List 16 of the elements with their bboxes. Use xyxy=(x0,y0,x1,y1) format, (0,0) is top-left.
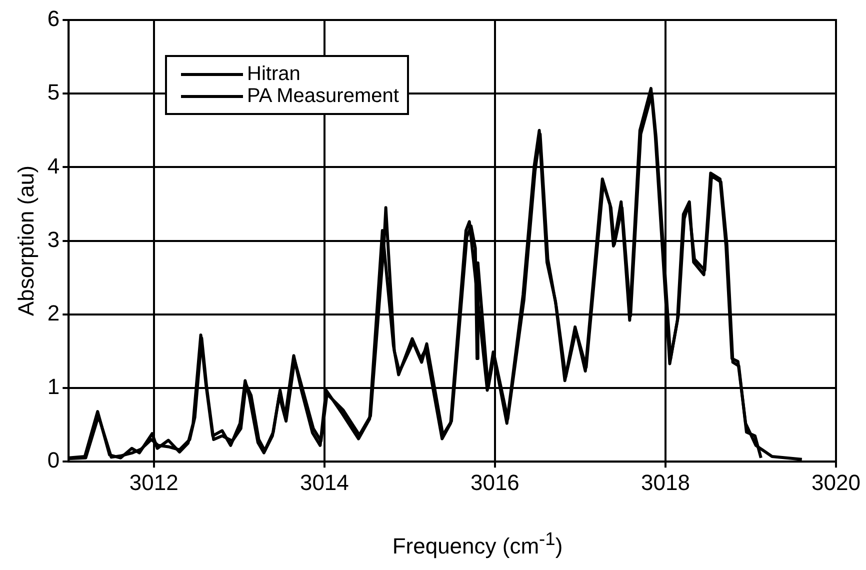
y-tick-label: 0 xyxy=(47,448,60,473)
legend-label: PA Measurement xyxy=(247,85,399,107)
y-tick-label: 3 xyxy=(47,226,60,252)
y-axis-title: Absorption (au) xyxy=(13,166,38,316)
x-axis-title: Frequency (cm$^{-1}$) xyxy=(391,528,564,560)
y-tick-label: 1 xyxy=(47,374,60,400)
y-tick-label: 2 xyxy=(47,300,60,326)
y-tick-label: 6 xyxy=(47,6,60,32)
x-tick-label: 3020 xyxy=(812,470,860,495)
x-tick-label: 3018 xyxy=(641,470,690,495)
y-tick-label: 4 xyxy=(47,153,60,178)
y-tick-label: 5 xyxy=(47,80,60,105)
x-tick-label: 3016 xyxy=(470,470,520,495)
x-tick-label: 3014 xyxy=(300,470,349,495)
legend-label: Hitran xyxy=(247,63,300,85)
x-tick-label: 3012 xyxy=(129,470,178,495)
